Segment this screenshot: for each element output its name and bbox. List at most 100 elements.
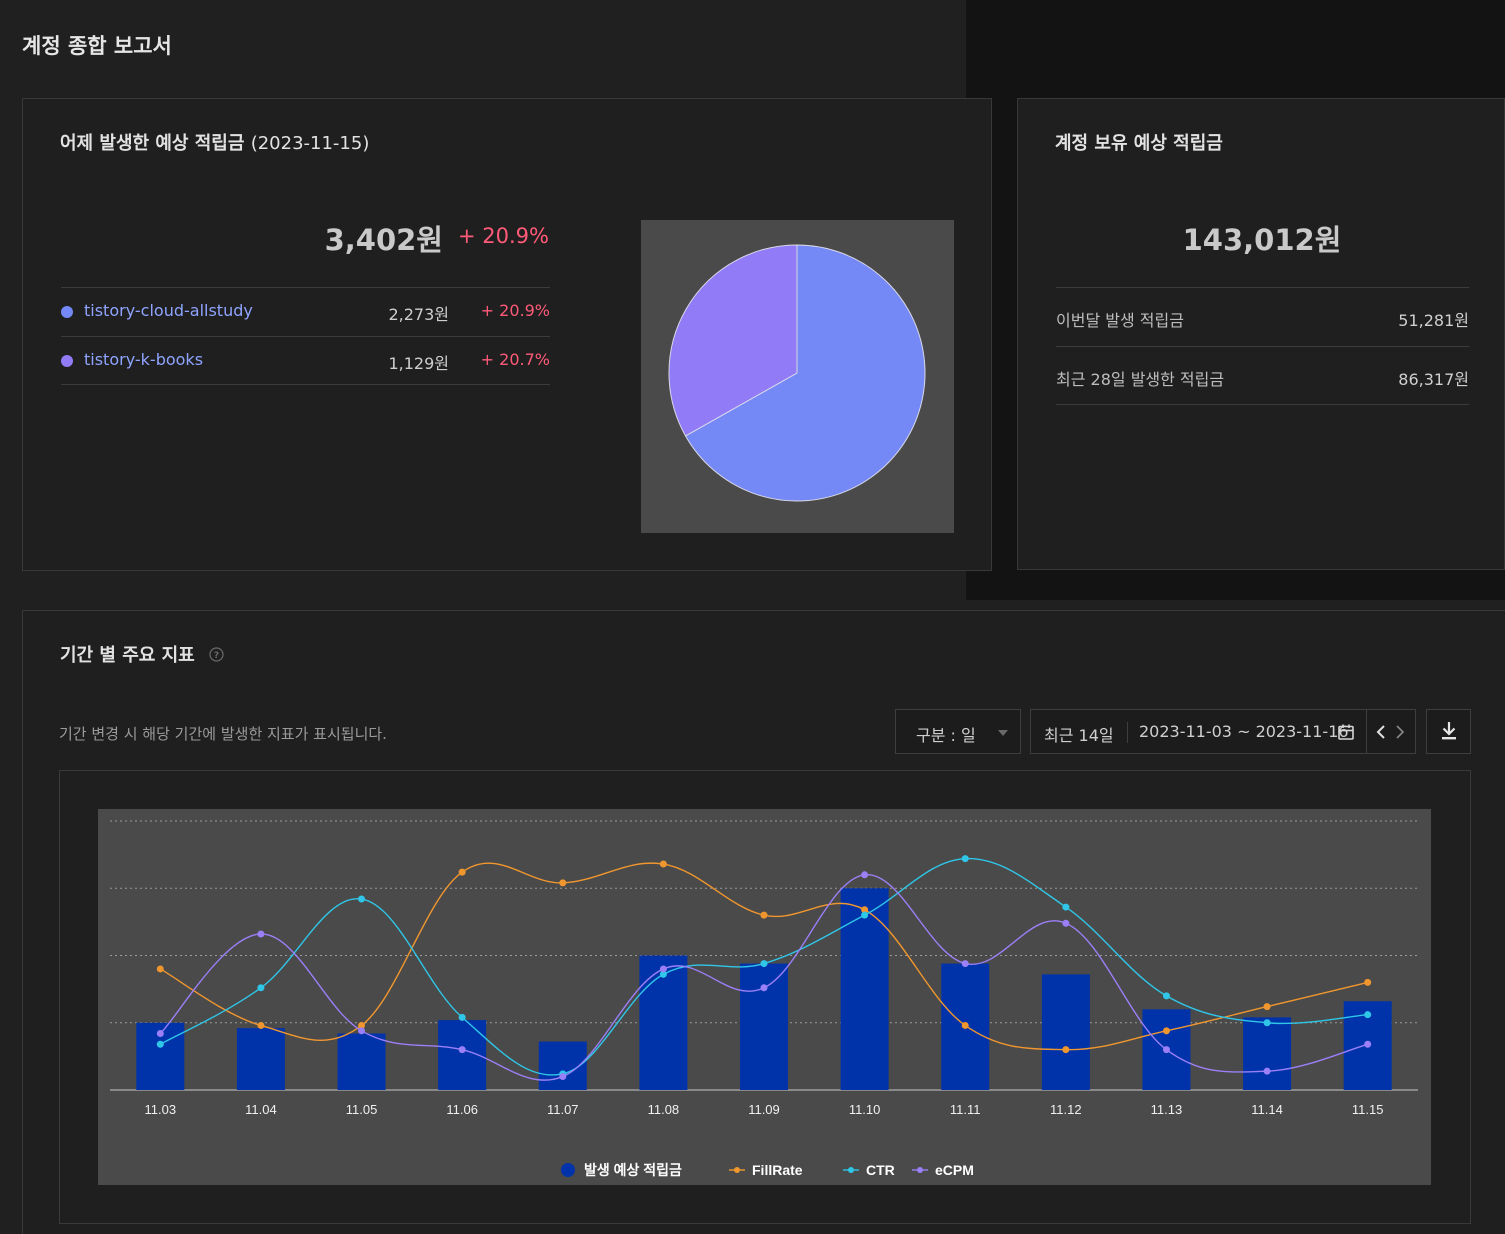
pie-slice-0[interactable] — [684, 244, 926, 502]
account-balance-card: 계정 보유 예상 적립금 143,012원 이번달 발생 적립금 51,281원… — [1017, 98, 1505, 570]
point-ecpm[interactable] — [156, 1030, 164, 1038]
point-ctr[interactable] — [1364, 1011, 1372, 1019]
legend-label: eCPM — [935, 1162, 974, 1178]
point-fillrate[interactable] — [156, 965, 164, 973]
bar-earnings[interactable] — [337, 1033, 386, 1090]
account-row: 이번달 발생 적립금 51,281원 — [1056, 287, 1469, 346]
caret-down-icon — [998, 730, 1008, 736]
legend-item[interactable]: CTR — [843, 1162, 895, 1178]
bar-earnings[interactable] — [1243, 1017, 1292, 1090]
point-ctr[interactable] — [760, 960, 768, 968]
legend-label: 발생 예상 적립금 — [584, 1162, 682, 1178]
point-ctr[interactable] — [1162, 992, 1170, 1000]
point-fillrate[interactable] — [760, 911, 768, 919]
divider — [1366, 710, 1367, 753]
yesterday-date: (2023-11-15) — [250, 133, 370, 154]
legend-item[interactable]: 발생 예상 적립금 — [561, 1162, 682, 1178]
blog-color-dot — [61, 306, 73, 318]
point-ecpm[interactable] — [1263, 1067, 1271, 1075]
legend-marker — [561, 1163, 575, 1177]
pie-slice-1[interactable] — [668, 244, 798, 437]
point-ecpm[interactable] — [1162, 1046, 1170, 1054]
blog-color-dot — [61, 355, 73, 367]
point-ctr[interactable] — [458, 1013, 466, 1021]
bar-earnings[interactable] — [1041, 974, 1090, 1090]
point-ctr[interactable] — [156, 1040, 164, 1048]
blog-name-link[interactable]: tistory-k-books — [84, 350, 204, 369]
point-ecpm[interactable] — [458, 1046, 466, 1054]
point-ctr[interactable] — [1263, 1019, 1271, 1027]
blog-name-link[interactable]: tistory-cloud-allstudy — [84, 301, 253, 320]
point-fillrate[interactable] — [257, 1021, 265, 1029]
date-range-picker[interactable]: 최근 14일 2023-11-03 ~ 2023-11-16 — [1030, 709, 1416, 754]
legend-marker-dot — [917, 1167, 923, 1173]
point-ecpm[interactable] — [559, 1073, 567, 1081]
point-fillrate[interactable] — [1364, 978, 1372, 986]
point-ecpm[interactable] — [1364, 1040, 1372, 1048]
yesterday-earnings-card: 어제 발생한 예상 적립금 (2023-11-15) 3,402원 + 20.9… — [22, 98, 992, 571]
point-ctr[interactable] — [659, 970, 667, 978]
point-fillrate[interactable] — [559, 879, 567, 887]
bar-earnings[interactable] — [740, 963, 788, 1090]
account-card-title: 계정 보유 예상 적립금 — [1055, 133, 1223, 154]
metrics-title-text: 기간 별 주요 지표 — [60, 645, 195, 666]
legend-item[interactable]: FillRate — [729, 1162, 803, 1178]
date-range-text[interactable]: 2023-11-03 ~ 2023-11-16 — [1139, 722, 1349, 741]
range-preset[interactable]: 최근 14일 — [1044, 726, 1114, 745]
point-ctr[interactable] — [861, 911, 869, 919]
account-total: 143,012원 — [1182, 223, 1342, 257]
point-ctr[interactable] — [257, 984, 265, 992]
x-tick-label: 11.10 — [849, 1102, 881, 1117]
blog-amount: 2,273원 — [388, 305, 449, 324]
account-row-value: 51,281원 — [1398, 311, 1469, 330]
unit-select-value: 구분 : 일 — [916, 726, 976, 745]
legend-label: CTR — [866, 1162, 895, 1178]
legend-marker-dot — [734, 1167, 740, 1173]
x-tick-label: 11.09 — [748, 1102, 780, 1117]
account-row-label: 이번달 발생 적립금 — [1056, 311, 1184, 330]
point-ecpm[interactable] — [257, 930, 265, 938]
x-tick-label: 11.08 — [648, 1102, 680, 1117]
calendar-icon[interactable] — [1337, 723, 1355, 741]
point-ctr[interactable] — [1062, 903, 1070, 911]
point-ecpm[interactable] — [961, 960, 969, 968]
bar-earnings[interactable] — [639, 955, 688, 1091]
point-ctr[interactable] — [358, 895, 366, 903]
point-fillrate[interactable] — [1062, 1046, 1070, 1054]
point-ecpm[interactable] — [861, 871, 869, 879]
point-ecpm[interactable] — [760, 984, 768, 992]
point-ecpm[interactable] — [659, 965, 667, 973]
point-fillrate[interactable] — [458, 868, 466, 876]
blog-change: + 20.7% — [480, 350, 550, 369]
divider — [1127, 722, 1128, 743]
question-circle-icon[interactable]: ? — [209, 647, 224, 662]
point-ecpm[interactable] — [1062, 919, 1070, 927]
unit-select[interactable]: 구분 : 일 — [895, 709, 1021, 754]
yesterday-change: + 20.9% — [458, 224, 549, 248]
period-hint: 기간 변경 시 해당 기간에 발생한 지표가 표시됩니다. — [59, 725, 387, 743]
metrics-chart-frame: 11.03 11.04 11.05 11.06 11.07 11.08 11.09 11.10… — [59, 770, 1471, 1224]
yesterday-title-text: 어제 발생한 예상 적립금 — [60, 133, 245, 154]
legend-label: FillRate — [752, 1162, 803, 1178]
point-fillrate[interactable] — [659, 860, 667, 868]
blog-row[interactable]: tistory-k-books 1,129원 + 20.7% — [61, 336, 550, 385]
x-tick-label: 11.07 — [547, 1102, 579, 1117]
point-ctr[interactable] — [961, 855, 969, 863]
bar-earnings[interactable] — [236, 1028, 285, 1090]
point-fillrate[interactable] — [961, 1021, 969, 1029]
chevron-left-icon[interactable] — [1376, 725, 1386, 739]
download-icon — [1442, 722, 1456, 740]
metrics-title: 기간 별 주요 지표 ? — [60, 641, 224, 667]
page-title: 계정 종합 보고서 — [22, 34, 172, 58]
point-fillrate[interactable] — [358, 1021, 366, 1029]
x-tick-label: 11.04 — [245, 1102, 277, 1117]
point-fillrate[interactable] — [1162, 1027, 1170, 1035]
chevron-right-icon[interactable] — [1395, 725, 1405, 739]
legend-item[interactable]: eCPM — [912, 1162, 974, 1178]
point-ecpm[interactable] — [358, 1027, 366, 1035]
blog-row[interactable]: tistory-cloud-allstudy 2,273원 + 20.9% — [61, 287, 550, 336]
download-button[interactable] — [1426, 709, 1471, 754]
blog-amount: 1,129원 — [388, 354, 449, 373]
point-fillrate[interactable] — [861, 906, 869, 914]
point-fillrate[interactable] — [1263, 1003, 1271, 1011]
